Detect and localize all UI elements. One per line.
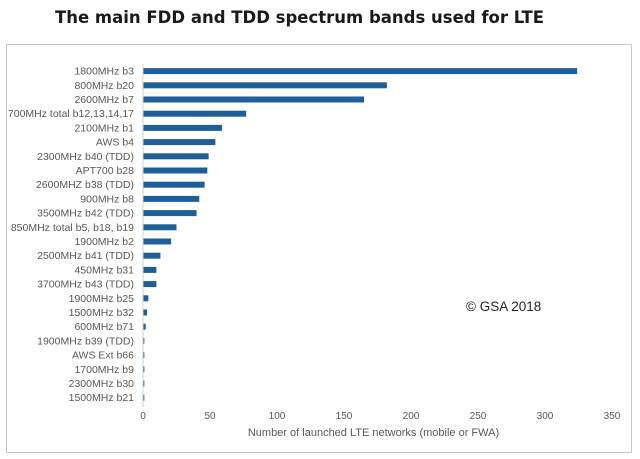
x-tick-label: 0 (140, 411, 146, 422)
category-label: 850MHz total b5, b18, b19 (11, 222, 134, 234)
bar (143, 139, 216, 146)
category-label: 2300MHz b40 (TDD) (37, 151, 134, 163)
bar (143, 238, 172, 245)
category-label: 1700MHz b9 (74, 364, 134, 376)
bar (143, 124, 223, 131)
category-label: 1900MHz b39 (TDD) (37, 335, 134, 347)
category-label: 800MHz b20 (74, 80, 134, 92)
copyright-annotation: © GSA 2018 (466, 299, 541, 314)
category-label: 1500MHz b21 (69, 392, 135, 404)
category-label: 600MHz b71 (74, 321, 134, 333)
category-label: 2300MHz b30 (69, 378, 135, 390)
category-label: 3500MHz b42 (TDD) (37, 208, 134, 220)
bar (143, 181, 205, 188)
category-label: 1500MHz b32 (69, 307, 135, 319)
x-tick-label: 250 (470, 411, 487, 422)
category-label: 2600MHZ b38 (TDD) (36, 179, 134, 191)
bar (143, 323, 146, 330)
x-tick-label: 200 (403, 411, 420, 422)
bar (143, 195, 200, 202)
x-axis-label: Number of launched LTE networks (mobile … (248, 427, 499, 439)
bar (143, 266, 157, 273)
category-label: 1800MHz b3 (74, 66, 134, 78)
category-label: 450MHz b31 (74, 264, 134, 276)
category-label: AWS Ext b66 (72, 350, 134, 362)
category-label: 700MHz total b12,13,14,17 (8, 108, 134, 120)
bar (143, 68, 578, 75)
category-label: 1900MHz b25 (69, 293, 135, 305)
x-tick-label: 100 (269, 411, 286, 422)
category-label: AWS b4 (96, 137, 134, 149)
x-tick-label: 300 (537, 411, 554, 422)
category-label: 3700MHz b43 (TDD) (37, 279, 134, 291)
chart-title: The main FDD and TDD spectrum bands used… (55, 8, 545, 27)
bar (143, 82, 387, 89)
category-label: 2500MHz b41 (TDD) (37, 250, 134, 262)
bar (143, 380, 145, 387)
bar (143, 167, 208, 174)
bar (143, 224, 177, 231)
bar (143, 295, 149, 302)
x-tick-label: 350 (604, 411, 621, 422)
bar (143, 96, 365, 103)
category-label: 2100MHz b1 (74, 122, 134, 134)
bar (143, 309, 148, 316)
category-label: 1900MHz b2 (74, 236, 134, 248)
bar (143, 394, 145, 401)
bar (143, 337, 145, 344)
category-label: APT700 b28 (76, 165, 135, 177)
x-tick-label: 150 (336, 411, 353, 422)
x-tick-label: 50 (204, 411, 216, 422)
bar (143, 210, 197, 217)
category-label: 900MHz b8 (80, 193, 134, 205)
bar (143, 110, 247, 117)
category-label: 2600MHz b7 (74, 94, 134, 106)
bar (143, 281, 157, 288)
bar (143, 252, 161, 259)
bar (143, 352, 145, 359)
bar (143, 153, 209, 160)
bar (143, 366, 145, 373)
chart-frame (6, 44, 632, 453)
